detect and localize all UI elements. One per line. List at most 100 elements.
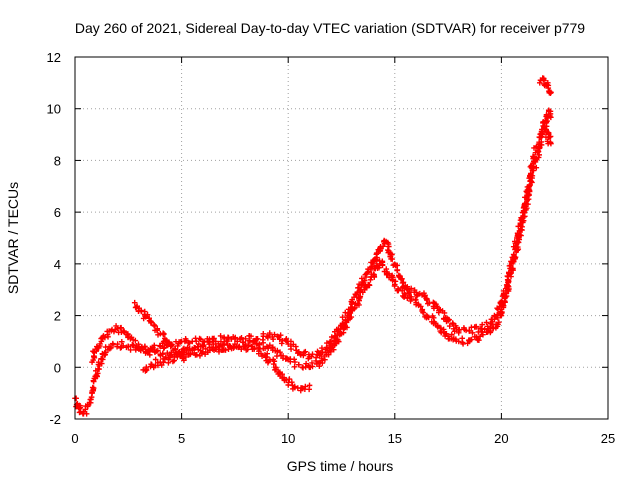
plus-marker: [526, 183, 533, 189]
plus-marker: [286, 376, 293, 382]
plus-marker: [201, 339, 208, 345]
plus-marker: [469, 330, 476, 336]
plus-marker: [266, 330, 273, 336]
plus-marker: [256, 341, 263, 347]
plus-marker: [94, 373, 100, 379]
plus-marker: [379, 261, 386, 268]
plus-marker: [267, 342, 273, 348]
plus-marker: [131, 299, 138, 306]
sample-point: [497, 269, 512, 309]
plus-marker: [503, 285, 510, 292]
plus-marker: [98, 355, 104, 362]
plus-marker: [125, 343, 132, 350]
y-tick-label: 6: [54, 205, 61, 220]
sample-point: [272, 364, 286, 381]
plus-marker: [475, 329, 482, 335]
plus-marker: [151, 342, 158, 349]
plus-marker: [147, 318, 154, 325]
y-tick-label: 4: [54, 257, 61, 272]
plus-marker: [270, 344, 276, 350]
sample-point: [274, 332, 290, 347]
plus-marker: [528, 170, 534, 177]
plus-marker: [340, 329, 347, 336]
plus-marker: [357, 293, 364, 300]
sample-point: [166, 352, 178, 365]
sample-point: [166, 340, 180, 357]
plus-marker: [543, 119, 549, 125]
plus-marker: [431, 319, 438, 325]
plus-marker: [106, 345, 113, 352]
plus-marker: [381, 238, 388, 245]
plus-marker: [292, 359, 298, 365]
series-upper-trace: [89, 107, 554, 365]
plus-marker: [157, 343, 164, 350]
plus-marker: [110, 340, 116, 347]
sample-point: [187, 346, 205, 359]
plus-marker: [259, 353, 265, 360]
plus-marker: [392, 262, 399, 268]
sample-point: [370, 258, 383, 278]
plus-marker: [391, 283, 398, 289]
plus-marker: [459, 339, 466, 346]
sample-point: [89, 373, 100, 396]
sample-point: [423, 296, 439, 312]
plus-marker: [519, 224, 525, 230]
plus-marker: [237, 336, 243, 342]
plus-marker: [182, 335, 189, 342]
plus-marker: [179, 355, 186, 362]
plus-marker: [483, 319, 490, 326]
data-points: [72, 75, 554, 417]
plus-marker: [167, 343, 174, 350]
plus-marker: [202, 346, 209, 352]
plus-marker: [434, 303, 440, 310]
plus-marker: [277, 349, 283, 356]
plus-marker: [402, 292, 409, 298]
plus-marker: [500, 302, 507, 309]
plus-marker: [302, 383, 309, 390]
sample-point: [221, 334, 237, 344]
sample-point: [174, 351, 187, 364]
plus-marker: [455, 330, 462, 336]
sample-point: [232, 334, 246, 345]
plus-marker: [192, 352, 199, 358]
plus-marker: [161, 344, 168, 351]
sample-point: [466, 323, 482, 336]
sample-point: [306, 382, 313, 389]
sample-point: [377, 258, 388, 275]
plus-marker: [389, 256, 396, 262]
plus-marker: [536, 152, 542, 158]
sample-point: [157, 356, 172, 368]
plus-marker: [408, 296, 415, 302]
series-branch-3h-10h: [131, 299, 313, 394]
plus-marker: [361, 277, 368, 284]
series-end-cluster-low: [542, 126, 554, 147]
plus-marker: [96, 343, 103, 349]
plus-marker: [385, 247, 391, 253]
plus-marker: [497, 308, 504, 315]
plus-marker: [291, 356, 297, 363]
plus-marker: [90, 386, 97, 393]
sample-point: [515, 200, 531, 241]
plus-marker: [525, 201, 531, 208]
plus-marker: [538, 128, 545, 135]
plus-marker: [489, 319, 496, 325]
plus-marker: [160, 331, 167, 338]
plus-marker: [144, 311, 151, 318]
plus-marker: [335, 326, 342, 332]
plus-marker: [446, 316, 452, 323]
sample-point: [121, 328, 131, 341]
chart-title: Day 260 of 2021, Sidereal Day-to-day VTE…: [75, 20, 585, 36]
y-axis-label: SDTVAR / TECUs: [5, 182, 21, 294]
sample-point: [148, 356, 161, 371]
x-tick-labels: 0 5 10 15 20 25: [71, 431, 615, 446]
plus-marker: [104, 331, 111, 338]
sample-point: [506, 233, 522, 277]
plus-marker: [314, 348, 321, 355]
y-tick-label: 2: [54, 309, 61, 324]
plus-marker: [402, 282, 409, 289]
x-tick-label: 25: [601, 431, 615, 446]
plus-marker: [538, 139, 545, 145]
sample-point: [189, 335, 204, 347]
sample-point: [306, 358, 323, 371]
sample-point: [444, 316, 463, 335]
